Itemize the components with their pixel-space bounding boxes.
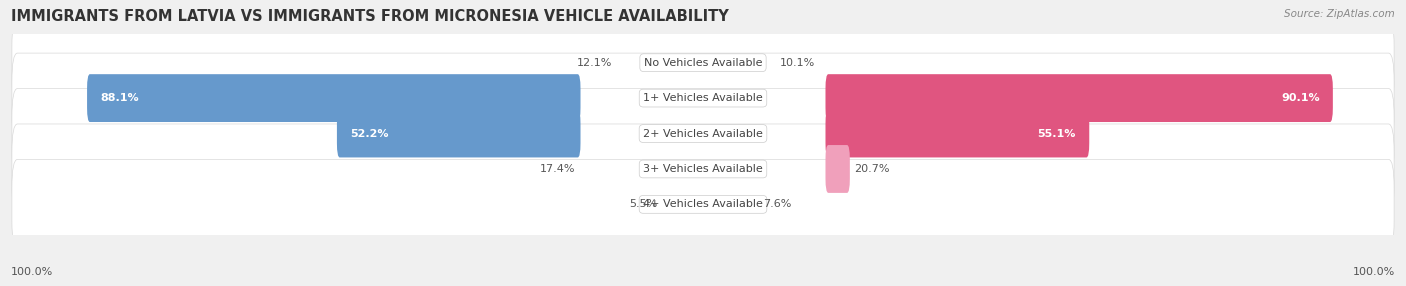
Text: Source: ZipAtlas.com: Source: ZipAtlas.com	[1284, 9, 1395, 19]
Text: No Vehicles Available: No Vehicles Available	[644, 58, 762, 68]
Text: 100.0%: 100.0%	[11, 267, 53, 277]
Text: 20.7%: 20.7%	[853, 164, 890, 174]
Text: 1+ Vehicles Available: 1+ Vehicles Available	[643, 93, 763, 103]
FancyBboxPatch shape	[11, 89, 1395, 178]
Text: 88.1%: 88.1%	[100, 93, 139, 103]
Text: 4+ Vehicles Available: 4+ Vehicles Available	[643, 199, 763, 209]
Text: 7.6%: 7.6%	[763, 199, 792, 209]
FancyBboxPatch shape	[11, 159, 1395, 249]
Text: 12.1%: 12.1%	[576, 58, 612, 68]
Text: 17.4%: 17.4%	[540, 164, 575, 174]
Text: IMMIGRANTS FROM LATVIA VS IMMIGRANTS FROM MICRONESIA VEHICLE AVAILABILITY: IMMIGRANTS FROM LATVIA VS IMMIGRANTS FRO…	[11, 9, 728, 23]
FancyBboxPatch shape	[11, 53, 1395, 143]
Text: 5.5%: 5.5%	[630, 199, 658, 209]
Text: 10.1%: 10.1%	[780, 58, 815, 68]
Text: 52.2%: 52.2%	[350, 128, 388, 138]
Text: 2+ Vehicles Available: 2+ Vehicles Available	[643, 128, 763, 138]
FancyBboxPatch shape	[11, 18, 1395, 108]
FancyBboxPatch shape	[337, 110, 581, 158]
FancyBboxPatch shape	[825, 74, 1333, 122]
FancyBboxPatch shape	[11, 124, 1395, 214]
Text: 3+ Vehicles Available: 3+ Vehicles Available	[643, 164, 763, 174]
Text: 55.1%: 55.1%	[1038, 128, 1076, 138]
FancyBboxPatch shape	[825, 110, 1090, 158]
Text: 100.0%: 100.0%	[1353, 267, 1395, 277]
FancyBboxPatch shape	[87, 74, 581, 122]
Text: 90.1%: 90.1%	[1281, 93, 1320, 103]
FancyBboxPatch shape	[825, 145, 849, 193]
